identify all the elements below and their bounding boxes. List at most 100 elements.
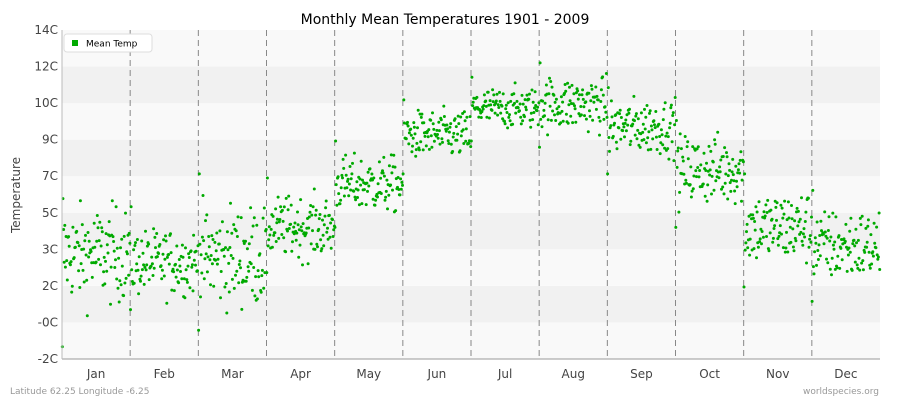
data-point [721,155,725,158]
data-point [530,88,534,92]
data-point [245,247,249,251]
data-point [165,255,169,259]
data-point [359,159,363,163]
data-point [336,175,340,179]
data-point [532,111,536,114]
data-point [481,107,485,111]
data-point [831,211,835,215]
data-point [150,262,154,266]
data-point [198,242,202,246]
data-point [615,147,619,151]
data-point [270,245,274,249]
data-point [729,189,733,193]
data-point [614,140,618,144]
data-point [353,195,357,199]
data-point [437,120,441,124]
data-point [606,86,610,90]
data-point [533,90,537,94]
data-point [826,261,830,265]
data-point [685,145,689,149]
data-point [844,222,848,226]
data-point [505,111,509,114]
data-point [653,123,656,127]
data-point [480,110,484,114]
data-point [780,232,783,236]
data-point [109,265,113,269]
data-point [563,83,567,86]
data-point [334,183,338,187]
data-point [801,232,805,236]
data-point [73,245,77,249]
data-point [200,235,204,239]
data-point [238,259,242,263]
data-point [162,238,166,242]
data-point [781,216,785,220]
data-point [549,118,553,122]
data-point [834,215,838,219]
data-point [837,234,841,238]
data-point [710,174,714,178]
data-point [783,250,787,254]
data-point [734,164,738,168]
data-point [479,116,483,119]
data-point [309,204,313,207]
data-point [447,142,451,145]
data-point [231,256,235,260]
data-point [244,239,247,243]
data-point [164,239,168,243]
data-point [218,229,222,233]
data-point [370,172,374,176]
data-point [237,263,241,266]
data-point [519,122,523,126]
data-point [105,269,109,273]
data-point [662,107,666,111]
data-point [589,99,593,103]
data-point [412,121,416,125]
data-point [68,263,72,267]
data-point [102,270,106,274]
data-point [859,223,863,227]
data-point [299,198,303,202]
data-point [110,199,114,203]
data-point [342,194,346,198]
data-point [67,244,71,248]
data-point [830,256,834,260]
data-point [494,101,498,105]
data-point [359,183,363,187]
data-point [109,302,112,306]
data-point [234,273,237,277]
data-point [712,188,716,192]
data-point [791,245,795,249]
data-point [191,289,195,293]
data-point [449,122,453,126]
data-point [396,176,400,179]
data-point [858,216,862,220]
data-point [300,229,304,233]
data-point [284,196,288,200]
data-point [699,163,703,167]
data-point [76,241,80,245]
data-point [537,101,541,105]
data-point [355,180,359,184]
data-point [658,152,662,156]
data-point [531,118,535,122]
data-point [516,106,520,110]
data-point [786,200,790,204]
data-point [451,135,455,139]
data-point [543,101,547,105]
data-point [335,203,339,207]
data-point [524,105,528,109]
data-point [249,206,253,210]
data-point [292,232,296,236]
data-point [314,208,318,212]
legend-swatch [72,40,78,46]
data-point [85,278,89,282]
data-point [588,114,592,118]
data-point [677,210,681,214]
data-point [178,264,182,268]
data-point [441,140,444,144]
data-point [177,258,181,261]
data-point [357,203,361,207]
data-point [207,245,211,249]
data-point [383,198,387,202]
